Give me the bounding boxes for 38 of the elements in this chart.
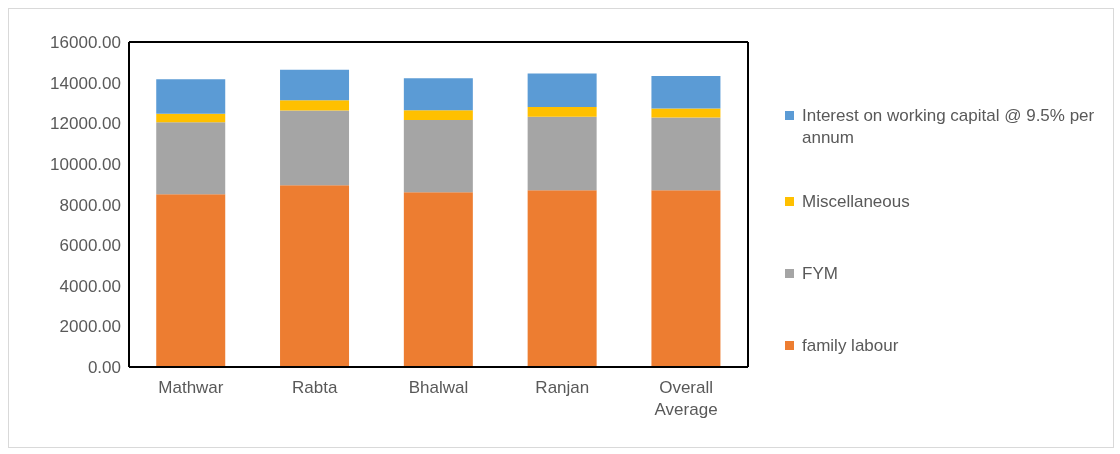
bar — [156, 194, 226, 367]
y-tick-label: 8000.00 — [59, 195, 121, 215]
x-tick-label: Ranjan — [535, 378, 590, 397]
bar — [651, 117, 721, 191]
bar — [156, 113, 226, 123]
y-tick-label: 14000.00 — [50, 73, 121, 93]
bar — [527, 116, 597, 191]
bar — [280, 100, 350, 111]
bar — [527, 107, 597, 117]
y-tick-label: 4000.00 — [59, 276, 121, 296]
y-tick-label: 12000.00 — [50, 114, 121, 134]
bar — [156, 79, 226, 114]
bar — [527, 73, 597, 107]
legend-label: Miscellaneous — [802, 191, 910, 213]
y-tick-label: 16000.00 — [50, 33, 121, 53]
bar — [651, 190, 721, 367]
y-tick-label: 10000.00 — [50, 154, 121, 174]
bar — [403, 192, 473, 367]
bar — [156, 122, 226, 195]
bar — [651, 75, 721, 109]
x-tick-label: Bhalwal — [408, 378, 469, 397]
y-tick-label: 6000.00 — [59, 236, 121, 256]
x-tick-label: Rabta — [292, 378, 338, 397]
x-tick-label: Mathwar — [158, 378, 224, 397]
bar — [651, 108, 721, 118]
bar — [280, 110, 350, 186]
bar — [280, 185, 350, 367]
bar — [527, 190, 597, 367]
legend-label: Interest on working capital @ 9.5% per annum — [802, 105, 1096, 149]
legend-label: FYM — [802, 263, 838, 285]
bar — [403, 78, 473, 111]
bar — [403, 120, 473, 193]
bar — [280, 69, 350, 101]
x-tick-label: Overall Average — [654, 378, 718, 419]
y-tick-label: 2000.00 — [59, 317, 121, 337]
y-tick-label: 0.00 — [87, 358, 121, 378]
legend-label: family labour — [802, 335, 899, 357]
bar — [403, 110, 473, 120]
